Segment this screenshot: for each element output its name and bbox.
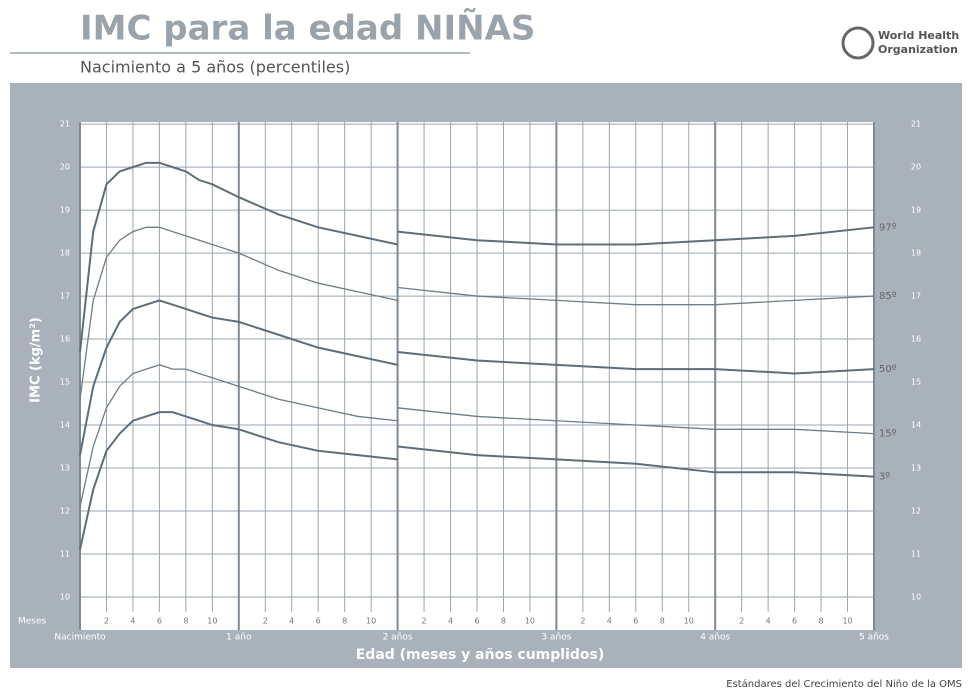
x-tick-label: 8 [819, 617, 824, 626]
legend-label: 97º [879, 222, 897, 233]
y-tick-label: 18 [60, 249, 70, 258]
x-tick-label: 10 [207, 617, 217, 626]
percentile-line [79, 411, 875, 550]
percentile-line [79, 161, 875, 353]
y-tick-label: 16 [911, 335, 921, 344]
y-tick-label: 12 [911, 506, 921, 515]
x-tick-label: 10 [684, 617, 694, 626]
x-tick-label: 2 [580, 617, 585, 626]
org-name: Organization [878, 43, 958, 56]
legend-label: 3º [879, 472, 890, 483]
y-axis-label: IMC (kg/m²) [29, 317, 44, 403]
x-tick-label: 1 año [226, 633, 252, 643]
y-tick-label: 15 [911, 378, 921, 387]
legend-label: 15º [879, 429, 897, 440]
x-tick-label: 4 [448, 617, 453, 626]
y-tick-label: 11 [911, 549, 921, 558]
y-tick-label: 21 [911, 120, 921, 129]
x-tick-label: 10 [525, 617, 535, 626]
months-label: Meses [18, 617, 47, 627]
y-tick-label: 14 [911, 421, 921, 430]
y-tick-label: 14 [60, 421, 70, 430]
x-tick-label: 10 [366, 617, 376, 626]
y-tick-label: 13 [60, 464, 70, 473]
y-tick-label: 19 [911, 206, 921, 215]
x-tick-label: 6 [157, 617, 162, 626]
x-tick-label: 4 años [700, 633, 730, 643]
x-tick-label: 10 [842, 617, 852, 626]
x-tick-label: 3 años [541, 633, 571, 643]
x-tick-label: 6 [316, 617, 321, 626]
x-tick-label: 6 [792, 617, 797, 626]
percentile-line [79, 299, 875, 456]
who-emblem [841, 26, 875, 60]
y-tick-label: 20 [60, 163, 70, 172]
y-tick-label: 18 [911, 249, 921, 258]
y-tick-label: 17 [60, 292, 70, 301]
x-tick-label: 2 [104, 617, 109, 626]
x-tick-label: 4 [130, 617, 135, 626]
footer: Estándares del Crecimiento del Niño de l… [726, 678, 962, 690]
y-tick-label: 10 [60, 592, 70, 601]
y-tick-label: 17 [911, 292, 921, 301]
x-tick-label: 5 años [859, 633, 889, 643]
x-tick-label: 4 [289, 617, 294, 626]
x-tick-label: 2 [739, 617, 744, 626]
y-tick-label: 10 [911, 592, 921, 601]
x-tick-label: 6 [633, 617, 638, 626]
x-tick-label: 6 [474, 617, 479, 626]
legend-label: 85º [879, 291, 897, 302]
y-tick-label: 13 [911, 464, 921, 473]
y-tick-label: 20 [911, 163, 921, 172]
x-tick-label: 8 [183, 617, 188, 626]
y-tick-label: 16 [60, 335, 70, 344]
y-tick-label: 11 [60, 549, 70, 558]
subtitle: Nacimiento a 5 años (percentiles) [80, 58, 350, 77]
title: IMC para la edad NIÑAS [80, 8, 535, 49]
percentile-line [79, 364, 875, 507]
y-tick-label: 15 [60, 378, 70, 387]
x-tick-label: 2 años [383, 633, 413, 643]
y-tick-label: 12 [60, 506, 70, 515]
y-tick-label: 19 [60, 206, 70, 215]
x-tick-label: 8 [501, 617, 506, 626]
x-tick-label: 2 [263, 617, 268, 626]
legend-label: 50º [879, 364, 897, 375]
plot: 10 10 11 11 12 12 13 13 14 14 15 15 16 16 17 17 18 18 19 19… [54, 120, 921, 643]
x-tick-label: 8 [342, 617, 347, 626]
x-tick-label: 8 [660, 617, 665, 626]
x-axis-label: Edad (meses y años cumplidos) [356, 647, 605, 663]
x-tick-label: 2 [422, 617, 427, 626]
x-tick-label: 4 [766, 617, 771, 626]
x-tick-label: 4 [607, 617, 612, 626]
percentile-line [79, 226, 875, 400]
org-name: World Health [878, 29, 959, 42]
y-tick-label: 21 [60, 120, 70, 129]
x-tick-label: Nacimiento [54, 633, 106, 643]
